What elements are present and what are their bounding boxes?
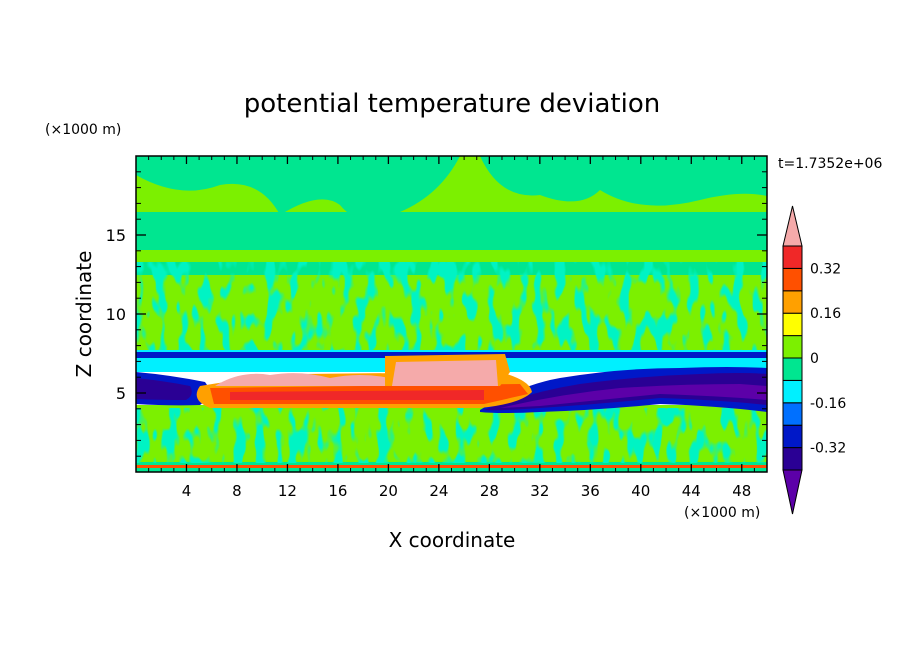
x-tick-label: 32 (530, 482, 549, 500)
x-unit-label: (×1000 m) (684, 505, 760, 521)
colorbar-tick-label: -0.32 (810, 441, 846, 457)
y-tick-label: 15 (106, 226, 126, 245)
x-tick-label: 44 (682, 482, 701, 500)
region-upper-green (136, 212, 767, 252)
colorbar-bin (782, 424, 803, 449)
colorbar-bin (782, 267, 803, 292)
region-warm-upper (215, 373, 390, 386)
x-tick-label: 36 (581, 482, 600, 500)
region-cold-pool-east-deep (500, 384, 767, 408)
colorbar-tick-label: 0.16 (810, 306, 841, 322)
x-tick-label: 4 (182, 482, 192, 500)
colorbar-tick-label: 0 (810, 351, 819, 367)
y-axis-label: Z coordinate (72, 251, 96, 378)
colorbar-bin (782, 357, 803, 381)
time-label: t=1.7352e+06 (778, 156, 882, 172)
x-tick-label: 16 (328, 482, 347, 500)
colorbar-bin (782, 290, 803, 314)
heatmap-plot-area (136, 156, 767, 472)
colorbar-bin (782, 245, 803, 269)
texture-low (136, 408, 767, 463)
colorbar-bin (782, 402, 803, 426)
x-tick-label: 8 (232, 482, 242, 500)
x-tick-label: 20 (379, 482, 398, 500)
region-cold-pool-west-core (136, 378, 192, 400)
colorbar-bin (782, 335, 803, 359)
y-unit-label: (×1000 m) (45, 122, 121, 138)
texture-mid (136, 262, 767, 350)
region-warm-core-pink (392, 360, 498, 386)
region-upper-blobs (136, 156, 767, 220)
colorbar-min-extend (782, 469, 803, 515)
colorbar-max-extend (782, 205, 803, 247)
colorbar-tick-label: -0.16 (810, 396, 846, 412)
x-tick-label: 24 (429, 482, 448, 500)
y-axis-ticks: 5 10 15 (106, 171, 767, 457)
colorbar-bin (782, 379, 803, 404)
colorbar-bin (782, 447, 803, 471)
x-tick-label: 12 (278, 482, 297, 500)
colorbar-bin (782, 312, 803, 337)
colorbar: -0.32 -0.16 0 0.16 0.32 (782, 205, 846, 515)
colorbar-tick-label: 0.32 (810, 261, 841, 277)
region-warm-layer-red (230, 390, 484, 400)
y-tick-label: 5 (116, 384, 126, 403)
region-surface-line (136, 465, 767, 468)
x-tick-label: 40 (631, 482, 650, 500)
x-tick-label: 48 (732, 482, 751, 500)
chart-title: potential temperature deviation (244, 89, 660, 119)
x-tick-label: 28 (480, 482, 499, 500)
x-axis-label: X coordinate (389, 528, 516, 552)
x-axis-ticks: 4 8 12 16 20 24 28 32 36 40 44 48 (148, 156, 755, 500)
y-tick-label: 10 (106, 305, 126, 324)
